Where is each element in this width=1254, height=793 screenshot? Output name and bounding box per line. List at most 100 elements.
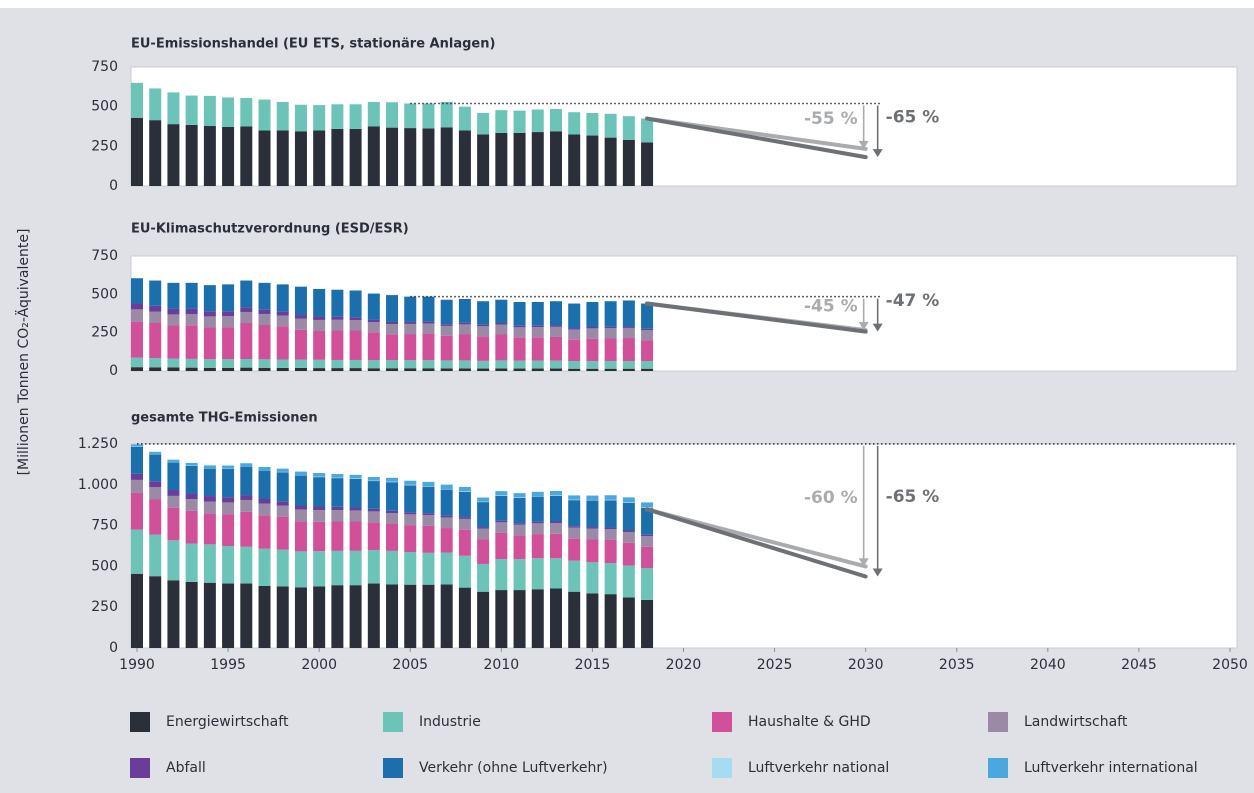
bar-segment — [531, 558, 544, 590]
bar-segment — [495, 360, 508, 369]
bar-segment — [604, 113, 617, 138]
bar-segment — [258, 313, 271, 325]
bar-segment — [513, 523, 526, 525]
x-tick-label: 2050 — [1212, 657, 1248, 673]
bar-segment — [422, 323, 435, 334]
bar-segment — [531, 325, 544, 328]
bar-segment — [549, 109, 562, 132]
bar-segment — [604, 137, 617, 186]
bar-segment — [531, 327, 544, 338]
bar-segment — [313, 319, 326, 331]
bar-segment — [203, 327, 216, 360]
bar-segment — [167, 540, 180, 581]
bar-segment — [404, 525, 417, 553]
bar-segment — [185, 499, 198, 511]
bar-segment — [167, 282, 180, 309]
bar-segment — [404, 512, 417, 515]
bar-segment — [313, 586, 326, 648]
bar-segment — [294, 551, 307, 588]
bar-segment — [331, 330, 344, 360]
bar-segment — [276, 315, 289, 327]
bar-segment — [549, 558, 562, 589]
bar-segment — [531, 496, 544, 522]
bar-segment — [240, 466, 253, 496]
bar-segment — [513, 497, 526, 524]
bar-segment — [294, 329, 307, 360]
bar-segment — [422, 296, 435, 322]
bar-segment — [331, 521, 344, 551]
bar-segment — [513, 590, 526, 648]
bar-segment — [240, 280, 253, 308]
bar-segment — [313, 477, 326, 507]
bar-segment — [568, 495, 581, 500]
bar-segment — [440, 127, 453, 186]
bar-segment — [131, 278, 143, 304]
bar-segment — [313, 288, 326, 317]
bar-segment — [604, 495, 617, 500]
arrow-head — [858, 322, 869, 331]
bar-segment — [313, 368, 326, 371]
bar-segment — [203, 367, 216, 371]
bar-segment — [149, 454, 162, 482]
bar-segment — [203, 311, 216, 317]
bar-segment — [149, 367, 162, 371]
bar-segment — [203, 582, 216, 648]
bar-segment — [222, 583, 235, 648]
panel-title: EU-Emissionshandel (EU ETS, stationäre A… — [131, 37, 495, 52]
bar-segment — [404, 321, 417, 324]
bar-segment — [313, 473, 326, 477]
bar-segment — [604, 328, 617, 339]
bar-segment — [641, 536, 654, 547]
bar-segment — [386, 368, 399, 371]
bar-segment — [495, 323, 508, 325]
bar-segment — [294, 359, 307, 368]
bar-segment — [294, 509, 307, 522]
bar-segment — [185, 358, 198, 368]
bar-segment — [240, 546, 253, 584]
bar-segment — [549, 521, 562, 523]
bar-segment — [440, 335, 453, 361]
bar-segment — [203, 513, 216, 545]
bar-segment — [313, 551, 326, 587]
bar-segment — [586, 338, 599, 362]
bar-segment — [258, 515, 271, 549]
bar-segment — [568, 591, 581, 648]
bar-segment — [513, 132, 526, 186]
bar-segment — [549, 368, 562, 371]
bar-segment — [513, 535, 526, 560]
bar-segment — [422, 513, 435, 516]
x-tick-label: 2040 — [1030, 657, 1066, 673]
bar-segment — [477, 134, 490, 186]
legend-swatch — [383, 712, 403, 732]
bar-segment — [495, 522, 508, 533]
legend-label: Landwirtschaft — [1024, 714, 1128, 730]
bar-segment — [440, 528, 453, 553]
target-label: -55 % — [804, 109, 858, 129]
bar-segment — [622, 502, 635, 531]
bar-segment — [568, 526, 581, 528]
bar-segment — [586, 328, 599, 339]
bar-segment — [586, 539, 599, 563]
bar-segment — [367, 511, 380, 523]
bar-segment — [258, 467, 271, 471]
bar-segment — [458, 517, 471, 519]
legend-label: Energiewirtschaft — [166, 714, 289, 730]
bar-segment — [294, 505, 307, 510]
bar-segment — [367, 508, 380, 512]
bar-segment — [149, 534, 162, 577]
legend-swatch — [712, 712, 732, 732]
bar-segment — [568, 329, 581, 340]
bar-segment — [604, 338, 617, 362]
bar-segment — [404, 323, 417, 335]
bar-segment — [622, 300, 635, 327]
bar-segment — [604, 361, 617, 369]
bar-segment — [167, 358, 180, 368]
bar-segment — [349, 550, 362, 586]
bar-segment — [477, 527, 490, 529]
bar-segment — [240, 367, 253, 371]
x-tick-label: 2025 — [757, 657, 793, 673]
bar-segment — [203, 126, 216, 186]
bar-segment — [458, 555, 471, 588]
bar-segment — [604, 326, 617, 329]
y-axis-label: [Millionen Tonnen CO₂-Äquivalente] — [14, 229, 32, 476]
